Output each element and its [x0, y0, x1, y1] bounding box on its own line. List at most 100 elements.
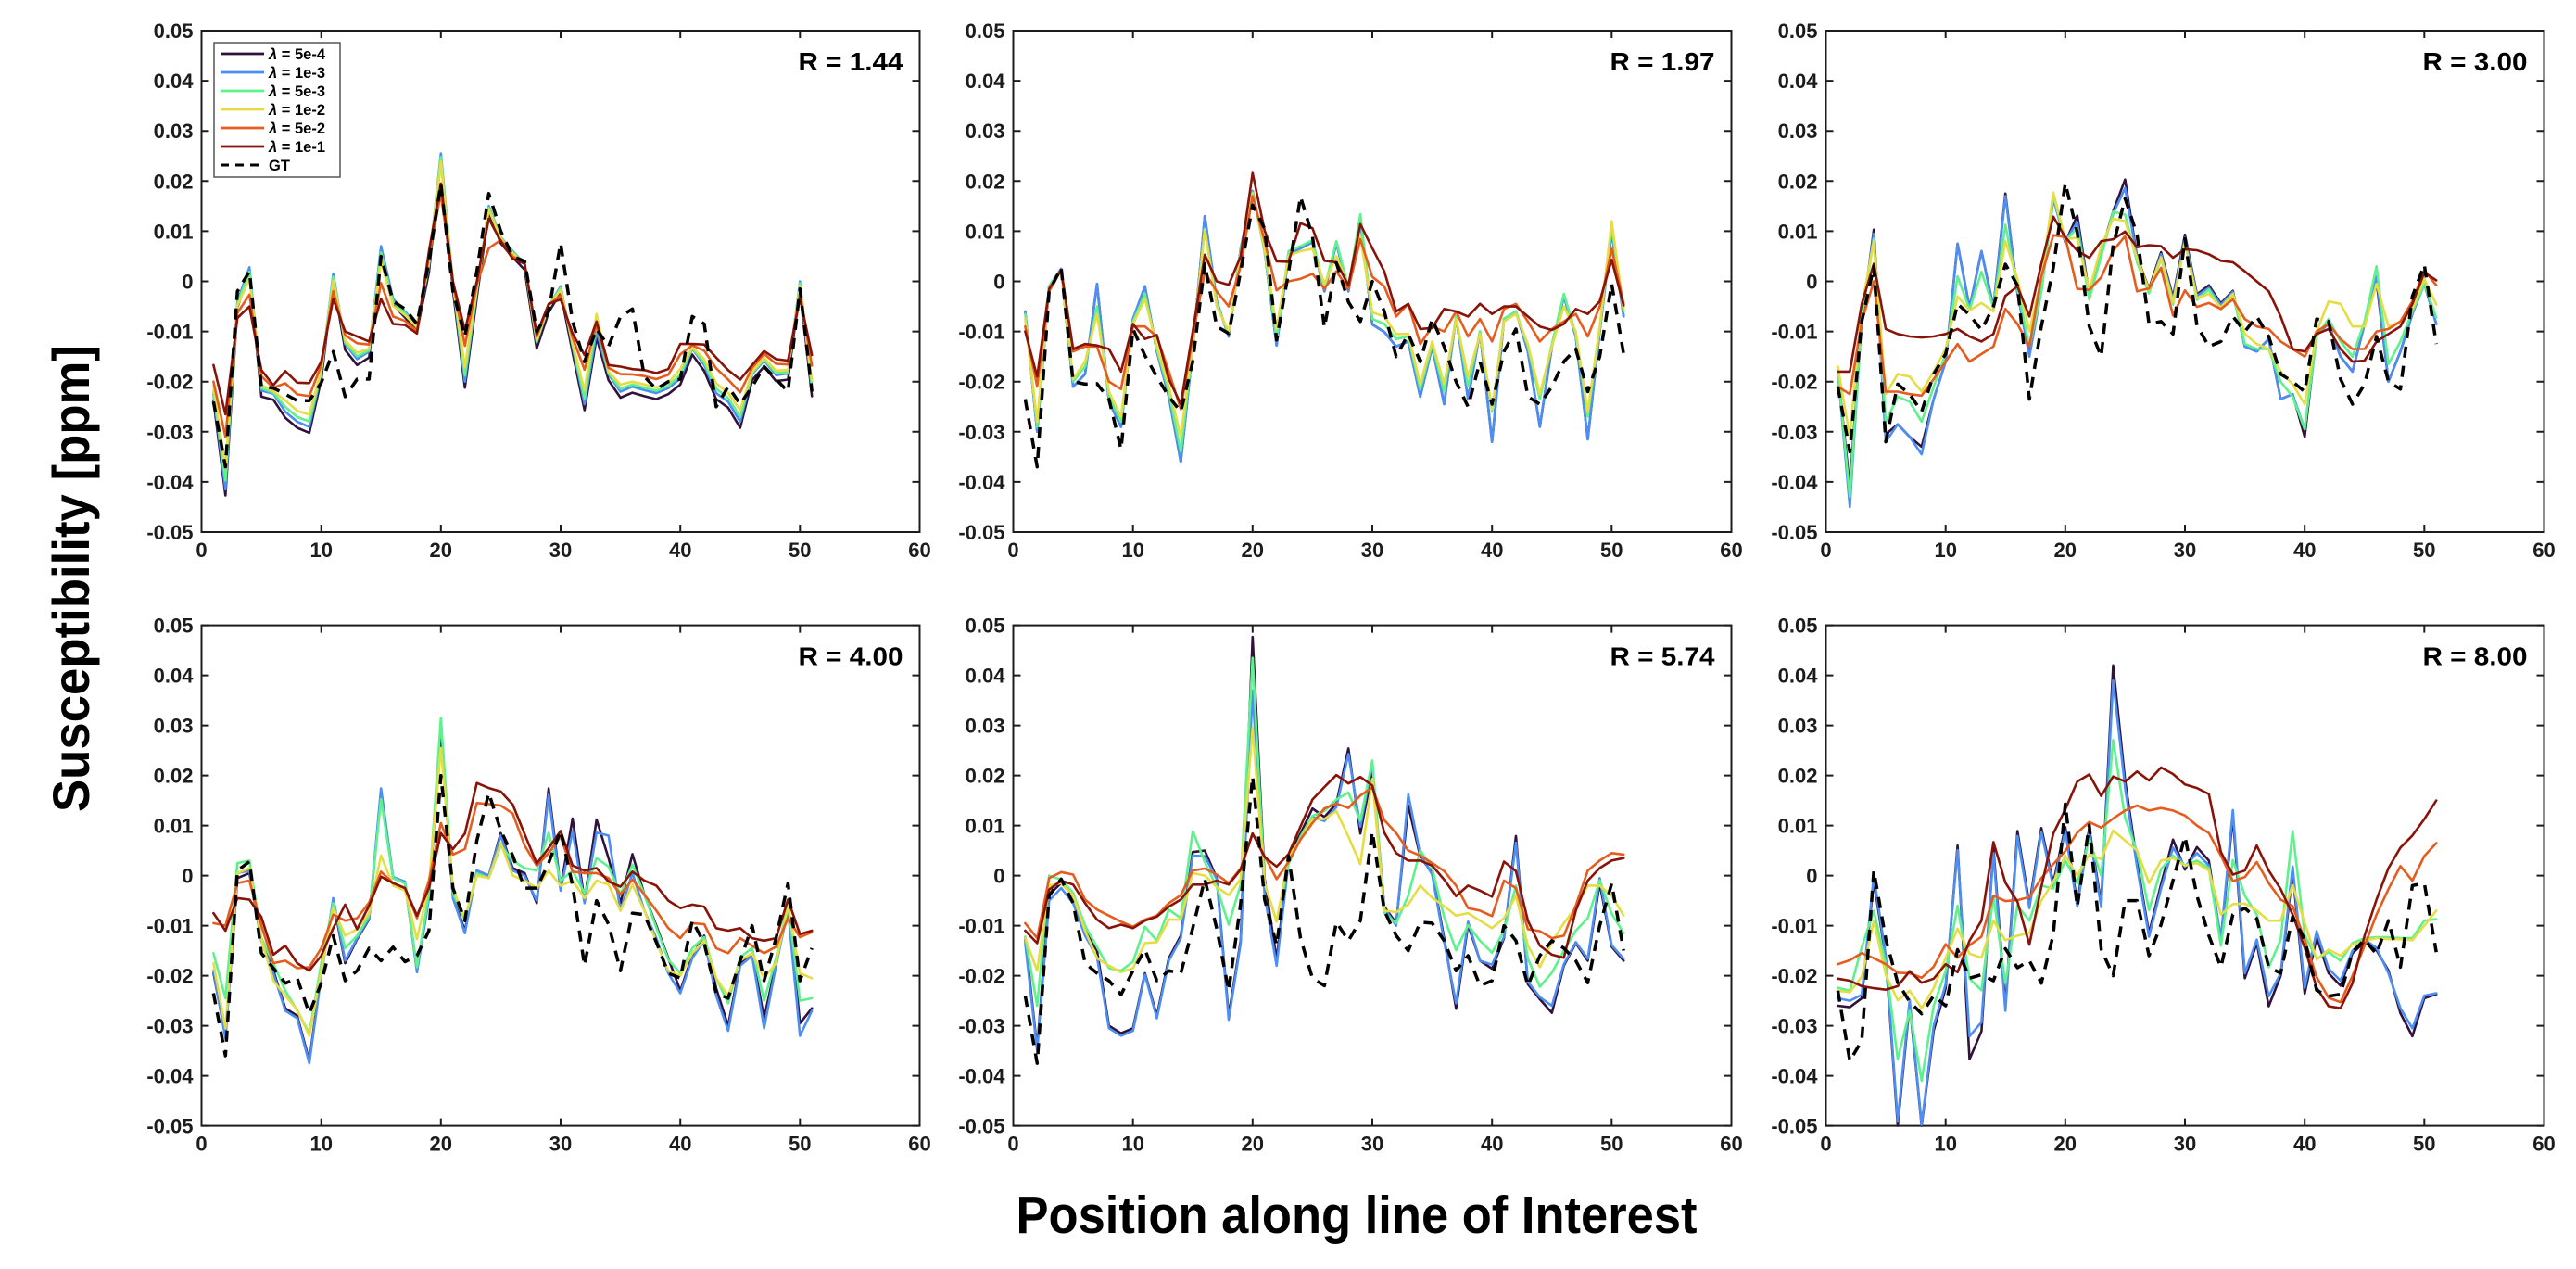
- svg-text:20: 20: [430, 1133, 452, 1156]
- svg-text:0.03: 0.03: [966, 120, 1005, 143]
- svg-text:λ = 5e-2: λ = 5e-2: [268, 121, 325, 137]
- svg-text:λ = 1e-2: λ = 1e-2: [268, 102, 325, 119]
- svg-text:0.03: 0.03: [1778, 715, 1818, 738]
- svg-text:0.04: 0.04: [154, 665, 195, 688]
- svg-text:0.05: 0.05: [1778, 615, 1818, 638]
- svg-text:-0.01: -0.01: [958, 321, 1004, 344]
- svg-text:0.01: 0.01: [154, 815, 194, 838]
- svg-text:λ = 1e-3: λ = 1e-3: [268, 65, 325, 82]
- svg-text:30: 30: [549, 539, 572, 562]
- svg-text:0.04: 0.04: [966, 665, 1006, 688]
- svg-text:0.03: 0.03: [154, 120, 194, 143]
- svg-text:Position along line of Interes: Position along line of Interest: [1017, 1186, 1698, 1245]
- svg-text:0: 0: [993, 865, 1004, 888]
- svg-text:0.02: 0.02: [1778, 170, 1818, 193]
- svg-text:-0.04: -0.04: [146, 1065, 194, 1088]
- svg-text:R = 1.97: R = 1.97: [1610, 47, 1715, 76]
- svg-text:-0.03: -0.03: [958, 421, 1004, 444]
- svg-text:-0.05: -0.05: [1771, 521, 1817, 544]
- svg-text:-0.01: -0.01: [1771, 915, 1817, 938]
- svg-text:60: 60: [2532, 1133, 2555, 1156]
- svg-text:10: 10: [1121, 1133, 1143, 1156]
- svg-text:0.05: 0.05: [966, 615, 1005, 638]
- svg-text:50: 50: [789, 539, 811, 562]
- svg-text:0: 0: [1806, 271, 1817, 294]
- svg-text:-0.05: -0.05: [958, 1115, 1004, 1138]
- svg-text:0: 0: [196, 1133, 207, 1156]
- svg-text:0.03: 0.03: [154, 715, 194, 738]
- svg-text:-0.02: -0.02: [958, 371, 1004, 394]
- svg-text:40: 40: [1481, 539, 1503, 562]
- svg-text:-0.03: -0.03: [958, 1015, 1004, 1038]
- svg-text:20: 20: [430, 539, 452, 562]
- svg-text:-0.01: -0.01: [1771, 321, 1817, 344]
- svg-text:50: 50: [789, 1133, 811, 1156]
- svg-text:10: 10: [309, 1133, 332, 1156]
- svg-text:-0.04: -0.04: [1771, 1065, 1818, 1088]
- svg-text:0.04: 0.04: [966, 70, 1006, 93]
- svg-text:-0.02: -0.02: [958, 965, 1004, 988]
- svg-text:10: 10: [1121, 539, 1143, 562]
- svg-text:λ = 5e-3: λ = 5e-3: [268, 83, 325, 100]
- svg-text:R = 5.74: R = 5.74: [1610, 642, 1715, 671]
- svg-text:0: 0: [1820, 539, 1831, 562]
- svg-text:R = 3.00: R = 3.00: [2423, 47, 2528, 76]
- svg-text:0.02: 0.02: [154, 170, 194, 193]
- svg-text:-0.03: -0.03: [1771, 1015, 1817, 1038]
- svg-text:20: 20: [1242, 1133, 1264, 1156]
- svg-text:40: 40: [2293, 1133, 2316, 1156]
- svg-text:0: 0: [993, 271, 1004, 294]
- svg-text:50: 50: [1600, 539, 1623, 562]
- svg-text:10: 10: [1934, 539, 1956, 562]
- svg-text:-0.04: -0.04: [146, 471, 194, 494]
- svg-text:-0.01: -0.01: [146, 321, 193, 344]
- svg-text:λ = 5e-4: λ = 5e-4: [268, 46, 326, 63]
- svg-text:λ = 1e-1: λ = 1e-1: [268, 139, 325, 156]
- svg-text:-0.01: -0.01: [146, 915, 193, 938]
- svg-text:20: 20: [1242, 539, 1264, 562]
- svg-text:0: 0: [182, 271, 193, 294]
- svg-text:0.01: 0.01: [1778, 220, 1818, 243]
- svg-text:20: 20: [2054, 539, 2077, 562]
- svg-text:-0.03: -0.03: [146, 1015, 193, 1038]
- svg-text:-0.04: -0.04: [958, 471, 1005, 494]
- svg-text:R = 4.00: R = 4.00: [799, 642, 903, 671]
- svg-text:60: 60: [1720, 1133, 1742, 1156]
- svg-text:0.02: 0.02: [154, 765, 194, 788]
- svg-text:40: 40: [1481, 1133, 1503, 1156]
- svg-text:Susceptibility [ppm]: Susceptibility [ppm]: [42, 345, 100, 812]
- svg-text:R = 1.44: R = 1.44: [799, 47, 903, 76]
- svg-text:-0.02: -0.02: [1771, 965, 1817, 988]
- svg-text:30: 30: [2174, 1133, 2196, 1156]
- svg-text:0.01: 0.01: [966, 815, 1005, 838]
- svg-text:-0.01: -0.01: [958, 915, 1004, 938]
- svg-text:10: 10: [309, 539, 332, 562]
- svg-text:-0.04: -0.04: [958, 1065, 1005, 1088]
- svg-text:30: 30: [2174, 539, 2196, 562]
- svg-text:40: 40: [669, 539, 691, 562]
- svg-text:0: 0: [1806, 865, 1817, 888]
- svg-text:40: 40: [669, 1133, 691, 1156]
- svg-text:0.01: 0.01: [154, 220, 194, 243]
- svg-text:-0.05: -0.05: [958, 521, 1004, 544]
- svg-text:20: 20: [2054, 1133, 2077, 1156]
- svg-text:-0.03: -0.03: [146, 421, 193, 444]
- svg-text:0: 0: [1007, 539, 1018, 562]
- svg-text:-0.02: -0.02: [146, 371, 193, 394]
- svg-text:10: 10: [1934, 1133, 1956, 1156]
- svg-text:0: 0: [1007, 1133, 1018, 1156]
- svg-text:0.05: 0.05: [1778, 19, 1818, 43]
- svg-text:0: 0: [182, 865, 193, 888]
- svg-text:0.05: 0.05: [966, 19, 1005, 43]
- svg-text:0.02: 0.02: [966, 765, 1005, 788]
- svg-text:0.03: 0.03: [966, 715, 1005, 738]
- svg-text:GT: GT: [269, 158, 290, 174]
- svg-text:R = 8.00: R = 8.00: [2423, 642, 2528, 671]
- svg-text:-0.05: -0.05: [146, 521, 193, 544]
- svg-text:60: 60: [908, 1133, 930, 1156]
- svg-text:60: 60: [1720, 539, 1742, 562]
- svg-text:50: 50: [1600, 1133, 1623, 1156]
- svg-text:0.04: 0.04: [1778, 665, 1819, 688]
- svg-text:30: 30: [549, 1133, 572, 1156]
- svg-text:0.02: 0.02: [966, 170, 1005, 193]
